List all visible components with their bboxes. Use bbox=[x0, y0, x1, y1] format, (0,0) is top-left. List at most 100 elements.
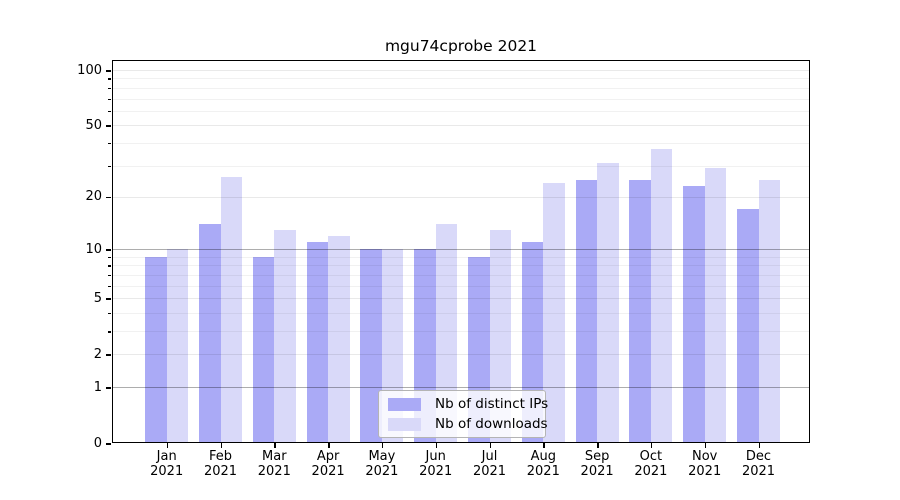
y-tick-100 bbox=[106, 70, 111, 72]
bar-downloads-mar bbox=[274, 229, 296, 443]
x-label-jan: Jan 2021 bbox=[150, 449, 184, 479]
y-tick-1 bbox=[106, 387, 111, 389]
gridline-minor-90 bbox=[112, 78, 810, 80]
bar-ips-mar bbox=[252, 256, 275, 443]
y-tick-label-5: 5 bbox=[93, 290, 102, 306]
gridline-100 bbox=[112, 70, 810, 71]
bar-downloads-aug bbox=[543, 182, 565, 443]
x-tick-feb bbox=[220, 443, 222, 448]
bar-ips-nov bbox=[683, 186, 705, 443]
gridline-20 bbox=[112, 196, 810, 198]
y-tick-0 bbox=[106, 443, 111, 445]
x-label-jul: Jul 2021 bbox=[472, 449, 507, 479]
y-minortick-40 bbox=[108, 142, 111, 145]
y-minortick-70 bbox=[108, 98, 111, 100]
bar-ips-oct bbox=[629, 179, 651, 443]
gridline-1 bbox=[112, 387, 810, 388]
legend: Nb of distinct IPs Nb of downloads bbox=[378, 390, 548, 438]
x-label-jun: Jun 2021 bbox=[419, 449, 453, 479]
bar-downloads-dec bbox=[758, 179, 780, 443]
x-tick-nov bbox=[704, 443, 707, 448]
y-minortick-6 bbox=[108, 285, 111, 288]
bar-ips-dec bbox=[737, 209, 759, 443]
legend-item-distinct-ips: Nb of distinct IPs bbox=[388, 396, 548, 412]
y-tick-label-100: 100 bbox=[77, 62, 102, 78]
y-minortick-60 bbox=[108, 110, 111, 113]
gridline-minor-6 bbox=[112, 285, 810, 287]
gridline-minor-7 bbox=[112, 274, 810, 276]
bar-ips-sep bbox=[575, 179, 598, 443]
bar-ips-feb bbox=[199, 224, 221, 443]
x-label-may: May 2021 bbox=[365, 449, 399, 479]
y-tick-label-0: 0 bbox=[93, 435, 102, 451]
bar-downloads-sep bbox=[597, 162, 619, 443]
bar-downloads-jun bbox=[435, 224, 458, 443]
gridline-minor-3 bbox=[112, 331, 810, 332]
x-label-apr: Apr 2021 bbox=[311, 449, 345, 479]
y-tick-label-10: 10 bbox=[85, 241, 102, 257]
y-tick-50 bbox=[106, 125, 111, 127]
gridline-5 bbox=[112, 298, 810, 300]
x-label-dec: Dec 2021 bbox=[741, 449, 776, 479]
x-label-feb: Feb 2021 bbox=[203, 449, 238, 479]
legend-swatch-distinct-ips bbox=[388, 397, 421, 411]
y-minortick-30 bbox=[108, 165, 111, 167]
y-minortick-3 bbox=[108, 331, 111, 333]
x-tick-may bbox=[381, 443, 384, 448]
x-label-nov: Nov 2021 bbox=[688, 449, 722, 479]
x-label-sep: Sep 2021 bbox=[580, 449, 614, 479]
bar-downloads-jul bbox=[489, 229, 511, 443]
y-tick-label-2: 2 bbox=[93, 346, 102, 362]
x-label-oct: Oct 2021 bbox=[634, 449, 668, 479]
gridline-minor-40 bbox=[112, 142, 810, 144]
gridline-2 bbox=[112, 354, 810, 356]
x-label-aug: Aug 2021 bbox=[526, 449, 560, 479]
bar-downloads-jan bbox=[166, 249, 189, 443]
y-tick-label-50: 50 bbox=[85, 117, 102, 133]
x-tick-aug bbox=[543, 443, 545, 448]
y-tick-label-1: 1 bbox=[93, 379, 102, 395]
bar-downloads-feb bbox=[220, 176, 242, 443]
y-minortick-4 bbox=[108, 312, 111, 315]
gridline-minor-70 bbox=[112, 98, 810, 100]
gridline-minor-30 bbox=[112, 165, 810, 167]
x-tick-jul bbox=[489, 443, 491, 448]
gridline-10 bbox=[112, 249, 810, 251]
y-minortick-7 bbox=[108, 274, 111, 277]
x-tick-apr bbox=[328, 443, 330, 448]
x-label-mar: Mar 2021 bbox=[257, 449, 291, 479]
gridline-minor-80 bbox=[112, 87, 810, 89]
bar-downloads-apr bbox=[328, 235, 350, 443]
gridline-minor-60 bbox=[112, 110, 810, 112]
gridline-minor-8 bbox=[112, 265, 810, 267]
y-minortick-90 bbox=[108, 78, 111, 80]
y-tick-label-20: 20 bbox=[85, 189, 102, 205]
y-tick-5 bbox=[106, 298, 111, 300]
x-tick-dec bbox=[758, 443, 760, 448]
legend-label-downloads: Nb of downloads bbox=[435, 415, 548, 432]
y-minortick-80 bbox=[108, 87, 111, 90]
gridline-minor-9 bbox=[112, 256, 810, 258]
y-tick-10 bbox=[106, 249, 111, 251]
legend-label-distinct-ips: Nb of distinct IPs bbox=[435, 395, 549, 412]
bar-downloads-oct bbox=[650, 149, 673, 443]
y-tick-2 bbox=[106, 354, 111, 356]
legend-swatch-downloads bbox=[388, 417, 421, 431]
legend-item-downloads: Nb of downloads bbox=[388, 416, 548, 432]
bar-downloads-nov bbox=[704, 168, 727, 443]
bar-ips-jan bbox=[145, 256, 167, 443]
gridline-50 bbox=[112, 125, 810, 127]
x-tick-oct bbox=[650, 443, 653, 448]
x-tick-mar bbox=[274, 443, 276, 448]
x-tick-jan bbox=[166, 443, 169, 448]
gridline-minor-4 bbox=[112, 312, 810, 314]
x-tick-jun bbox=[435, 443, 438, 448]
chart-title: mgu74cprobe 2021 bbox=[384, 37, 538, 55]
plot-area bbox=[112, 60, 810, 443]
bar-ips-apr bbox=[306, 242, 329, 443]
y-minortick-9 bbox=[108, 256, 111, 259]
y-tick-20 bbox=[106, 196, 111, 199]
bar-ips-may bbox=[360, 249, 382, 443]
y-minortick-8 bbox=[108, 265, 111, 267]
